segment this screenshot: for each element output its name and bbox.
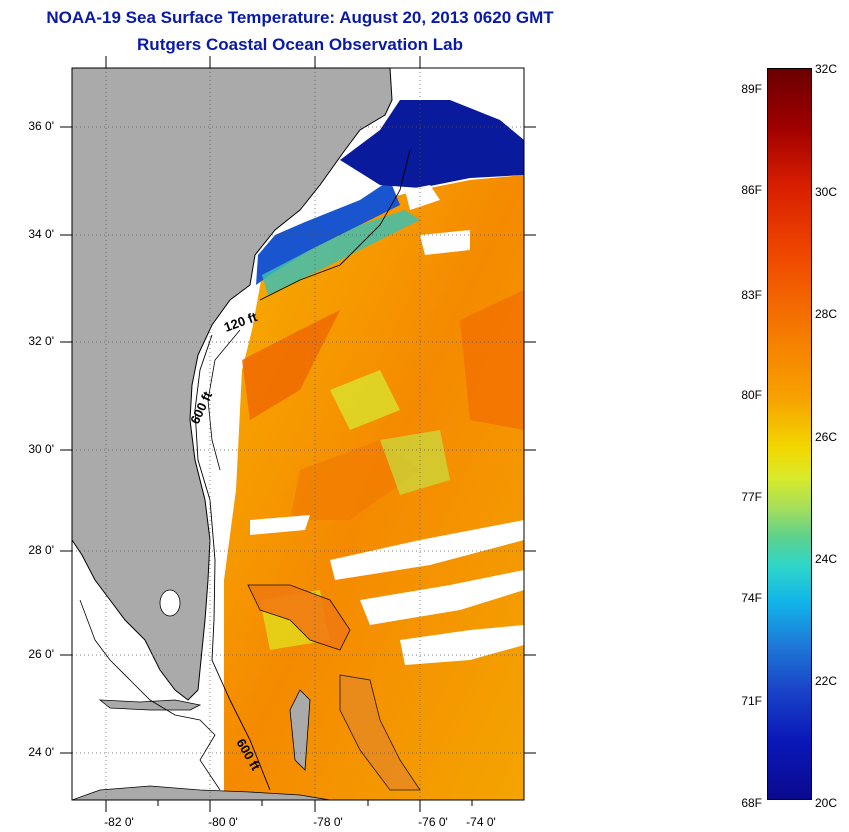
lon-label: -74 0'	[466, 815, 496, 829]
lat-label: 30 0'	[28, 442, 54, 456]
warm-band	[242, 310, 340, 420]
map-border	[71, 67, 525, 801]
cloud-gap	[360, 570, 524, 625]
cloud-gap	[400, 625, 524, 665]
colorbar-celsius-label: 20C	[815, 796, 838, 810]
colorbar-celsius-label: 30C	[815, 185, 838, 199]
lat-label: 24 0'	[28, 745, 54, 759]
colorbar-fahrenheit-label: 74F	[741, 591, 762, 605]
bahamas-bank	[339, 674, 421, 791]
graticule	[72, 68, 524, 800]
lat-label: 26 0'	[28, 647, 54, 661]
lon-label: -80 0'	[208, 815, 238, 829]
pamlico-sound-cold	[340, 100, 524, 188]
colorbar-celsius-label: 28C	[815, 307, 838, 321]
contour-120ft	[259, 149, 411, 301]
florida-keys	[98, 699, 202, 711]
colorbar-celsius-label: 24C	[815, 552, 838, 566]
colorbar-fahrenheit-label: 83F	[741, 288, 762, 302]
contour-shelf	[207, 329, 241, 471]
lat-label: 32 0'	[28, 334, 54, 348]
cool-coastal-band	[262, 210, 420, 295]
colorbar-fahrenheit-label: 80F	[741, 388, 762, 402]
colorbar-celsius-label: 26C	[815, 430, 838, 444]
colorbar-fahrenheit-label: 86F	[741, 183, 762, 197]
colorbar-fahrenheit-label: 68F	[741, 796, 762, 810]
warm-band	[460, 290, 524, 430]
cold-coastal-strip	[256, 180, 400, 285]
bahamas-bank	[247, 584, 351, 651]
cuba-coast	[72, 785, 331, 800]
colorbar-fahrenheit-label: 71F	[741, 694, 762, 708]
colorbar-celsius-label: 22C	[815, 674, 838, 688]
lon-label: -76 0'	[418, 815, 448, 829]
cloud-gap	[405, 185, 440, 210]
colorbar-celsius-label: 32C	[815, 62, 838, 76]
cool-patch	[380, 430, 450, 495]
cool-patch	[330, 370, 400, 430]
colorbar-fahrenheit-label: 89F	[741, 82, 762, 96]
lat-label: 36 0'	[28, 119, 54, 133]
lat-label: 28 0'	[28, 543, 54, 557]
map-subtitle: Rutgers Coastal Ocean Observation Lab	[137, 35, 463, 54]
lake-okeechobee	[159, 589, 181, 617]
cloud-gap	[420, 230, 470, 255]
contour-600ft	[194, 334, 271, 791]
lon-label: -82 0'	[104, 815, 134, 829]
us-coast-land	[72, 68, 393, 701]
temperature-colorbar	[767, 68, 812, 800]
tick-marks	[60, 56, 536, 812]
cloud-gap	[330, 520, 524, 580]
lat-label: 34 0'	[28, 227, 54, 241]
bahamas-island	[289, 689, 311, 771]
cloud-gap	[250, 515, 310, 535]
contour-keys	[79, 599, 221, 791]
map-title: NOAA-19 Sea Surface Temperature: August …	[46, 8, 554, 27]
lon-label: -78 0'	[313, 815, 343, 829]
colorbar-fahrenheit-label: 77F	[741, 490, 762, 504]
